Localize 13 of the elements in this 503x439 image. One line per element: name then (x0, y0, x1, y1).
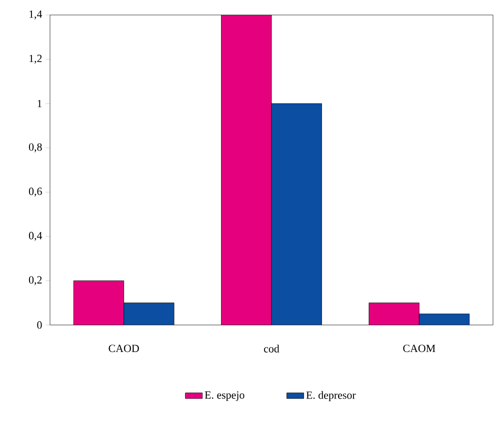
y-tick-label: 0,4 (28, 232, 42, 241)
y-tick-label: 1,4 (30, 10, 42, 20)
x-tick-label: CAOM (403, 344, 436, 352)
y-tick-label: 1 (38, 100, 42, 108)
y-tick-label: 0 (37, 321, 42, 329)
x-tick-label: CAOD (108, 344, 139, 352)
y-tick-label: 0,6 (28, 188, 42, 197)
y-tick-label: 0,8 (28, 143, 42, 152)
legend-label: E. espejo (204, 391, 244, 401)
y-tick-label: 0,2 (28, 276, 42, 286)
x-tick-label: cod (264, 344, 280, 352)
legend-label: E. depresor (306, 391, 356, 402)
y-tick-label: 1,2 (30, 54, 42, 64)
